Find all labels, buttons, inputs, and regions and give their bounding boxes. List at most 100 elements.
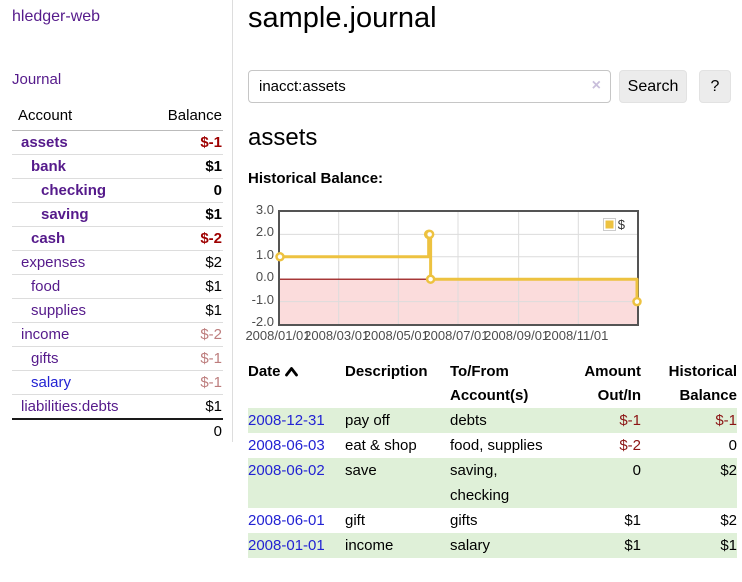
transaction-accounts: debts xyxy=(450,408,562,433)
transaction-date-cell: 2008-06-02 xyxy=(248,458,345,508)
x-axis-tick: 2008/11/01 xyxy=(544,328,609,343)
transaction-date-link[interactable]: 2008-06-03 xyxy=(248,437,325,454)
account-balance: $-1 xyxy=(146,346,223,371)
account-balance: $-1 xyxy=(146,370,223,395)
account-row: saving $1 xyxy=(12,202,223,227)
transaction-row: 2008-12-31 pay off debts $-1 $-1 xyxy=(248,408,737,433)
chart-plot-area[interactable]: $ xyxy=(275,210,642,326)
account-link-food[interactable]: food xyxy=(31,278,61,295)
tofrom-column-header: To/From Account(s) xyxy=(450,363,529,404)
account-balance-table: Account Balance assets $-1 bank $1 checking 0… xyxy=(12,103,223,443)
sidebar: hledger-web Journal Account Balance asse… xyxy=(0,0,233,443)
account-link-liabilities-debts[interactable]: liabilities:debts xyxy=(21,398,119,415)
account-row: gifts $-1 xyxy=(12,346,223,371)
legend-swatch xyxy=(602,218,616,231)
transaction-balance: $2 xyxy=(720,512,737,529)
account-link-cash[interactable]: cash xyxy=(31,230,66,247)
transaction-date-cell: 2008-01-01 xyxy=(248,533,345,558)
search-bar: × Search ? xyxy=(248,70,742,103)
account-balance: $1 xyxy=(146,202,223,227)
brand-link[interactable]: hledger-web xyxy=(12,8,101,25)
sort-ascending-icon xyxy=(284,361,298,385)
transaction-row: 2008-06-03 eat & shop food, supplies $-2 0 xyxy=(248,433,737,458)
amount-column-header: Amount Out/In xyxy=(584,363,641,404)
account-row: salary $-1 xyxy=(12,370,223,395)
account-row: checking 0 xyxy=(12,178,223,203)
y-axis-tick: 2.0 xyxy=(255,224,274,240)
account-link-assets[interactable]: assets xyxy=(21,134,68,151)
account-link-salary[interactable]: salary xyxy=(31,374,72,391)
transaction-description: pay off xyxy=(345,408,450,433)
transaction-row: 2008-06-01 gift gifts $1 $2 xyxy=(248,508,737,533)
search-help-button[interactable]: ? xyxy=(699,70,731,103)
main-content: sample.journal × Search ? assets Histori… xyxy=(245,0,742,582)
y-axis-tick: -2.0 xyxy=(251,314,274,329)
account-link-expenses[interactable]: expenses xyxy=(21,254,86,271)
y-axis-tick: 1.0 xyxy=(255,246,274,262)
transaction-balance: $-1 xyxy=(641,408,737,433)
accounts-total-value: 0 xyxy=(146,418,223,443)
transaction-accounts: food, supplies xyxy=(450,437,543,454)
y-axis-tick: -1.0 xyxy=(251,291,274,307)
account-row: food $1 xyxy=(12,274,223,299)
balance-column-header2: Historical Balance xyxy=(668,363,737,404)
balance-column-header: Balance xyxy=(146,103,223,131)
transaction-accounts: saving, checking xyxy=(450,458,562,508)
transaction-amount: 0 xyxy=(562,458,641,508)
account-balance: $1 xyxy=(146,274,223,299)
account-link-saving[interactable]: saving xyxy=(41,206,89,223)
transaction-date-link[interactable]: 2008-12-31 xyxy=(248,412,325,429)
historical-balance-chart[interactable]: $ 3.0 2.0 1.0 0.0 -1.0 -2.0 2008/01/01 2008/03/… xyxy=(245,200,742,348)
x-axis-tick: 2008/01/01 xyxy=(245,328,311,343)
transaction-amount: $-1 xyxy=(562,408,641,433)
accounts-column-header: Account xyxy=(12,103,146,131)
date-column-header[interactable]: Date xyxy=(248,360,345,408)
account-row: liabilities:debts $1 xyxy=(12,394,223,420)
account-row: supplies $1 xyxy=(12,298,223,323)
x-axis-tick: 2008/07/01 xyxy=(423,328,489,343)
x-axis-tick: 2008/03/01 xyxy=(304,328,370,343)
search-button[interactable]: Search xyxy=(619,70,687,103)
account-link-checking[interactable]: checking xyxy=(41,182,107,199)
account-link-bank[interactable]: bank xyxy=(31,158,67,175)
y-axis-tick: 3.0 xyxy=(255,202,274,217)
transaction-description: income xyxy=(345,533,450,558)
transaction-row: 2008-06-02 save saving, checking 0 $2 xyxy=(248,458,737,508)
account-balance: $-2 xyxy=(146,226,223,251)
x-axis-tick: 2008/05/01 xyxy=(363,328,429,343)
account-row: expenses $2 xyxy=(12,250,223,275)
account-link-supplies[interactable]: supplies xyxy=(31,302,87,319)
transaction-date-cell: 2008-06-01 xyxy=(248,508,345,533)
nav-journal-link[interactable]: Journal xyxy=(12,71,62,88)
page-title: sample.journal xyxy=(248,2,437,34)
account-row: income $-2 xyxy=(12,322,223,347)
accounts-total-row: 0 xyxy=(12,418,223,443)
transaction-accounts: gifts xyxy=(450,512,478,529)
x-axis-tick: 2008/09/01 xyxy=(484,328,550,343)
legend-label: $ xyxy=(617,217,625,232)
transaction-date-link[interactable]: 2008-06-01 xyxy=(248,512,325,529)
account-balance: $-1 xyxy=(146,130,223,155)
transaction-balance: $1 xyxy=(641,533,737,558)
search-input[interactable] xyxy=(248,70,611,103)
transaction-description: eat & shop xyxy=(345,437,417,454)
account-link-gifts[interactable]: gifts xyxy=(31,350,59,367)
account-balance: $1 xyxy=(146,394,223,420)
chart-legend: $ xyxy=(602,217,625,232)
account-row: cash $-2 xyxy=(12,226,223,251)
account-link-income[interactable]: income xyxy=(21,326,70,343)
transaction-amount: $1 xyxy=(624,512,641,529)
clear-search-icon[interactable]: × xyxy=(591,77,601,94)
transaction-date-link[interactable]: 2008-06-02 xyxy=(248,462,325,479)
y-axis-tick: 0.0 xyxy=(255,269,274,285)
transaction-row: 2008-01-01 income salary $1 $1 xyxy=(248,533,737,558)
transaction-description: save xyxy=(345,458,450,508)
transaction-date-cell: 2008-12-31 xyxy=(248,408,345,433)
account-balance: $1 xyxy=(146,154,223,179)
transaction-date-link[interactable]: 2008-01-01 xyxy=(248,537,325,554)
account-balance: 0 xyxy=(146,178,223,203)
transaction-accounts: salary xyxy=(450,533,562,558)
transaction-description: gift xyxy=(345,512,366,529)
transaction-balance: $2 xyxy=(641,458,737,508)
account-heading: assets xyxy=(248,124,318,151)
